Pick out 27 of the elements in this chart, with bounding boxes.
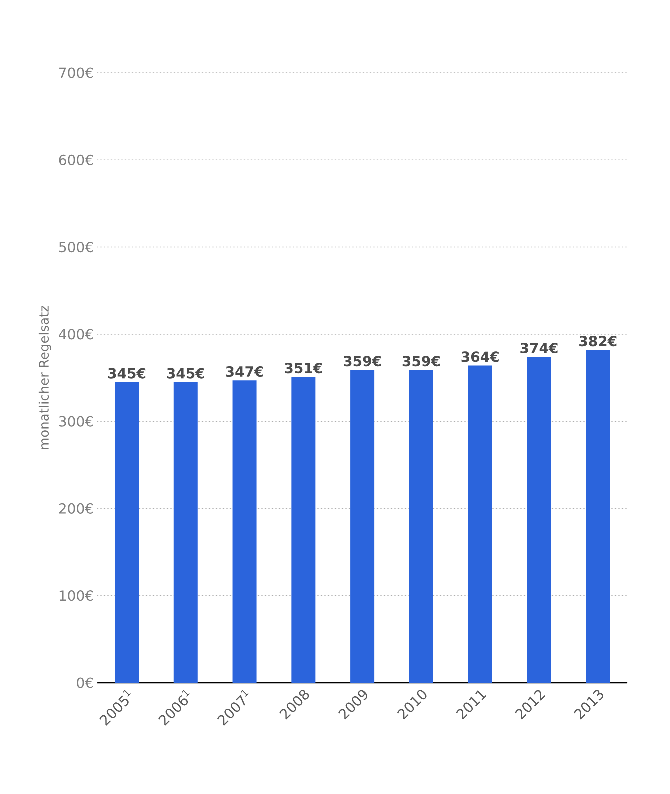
y-tick-label: 700€: [60, 68, 94, 78]
data-label: 347€: [226, 366, 264, 378]
bar: [350, 370, 375, 683]
y-tick-label: 400€: [59, 329, 94, 340]
bar: [232, 380, 257, 683]
bar: [527, 357, 552, 683]
bar: [174, 382, 198, 683]
y-tick-label: 100€: [60, 590, 94, 602]
data-label: 345€: [108, 368, 146, 379]
data-label: 382€: [580, 336, 617, 347]
y-tick-label: 500€: [59, 242, 94, 253]
bar: [586, 350, 610, 683]
bar: [115, 382, 139, 683]
data-label: 359€: [344, 356, 382, 367]
data-label: 351€: [285, 362, 322, 374]
data-label: 364€: [462, 352, 499, 362]
bar: [468, 366, 492, 683]
bar: [409, 370, 434, 683]
data-label: 374€: [520, 342, 558, 354]
y-axis-title: monatlicher Regelsatz: [38, 306, 52, 450]
y-tick-label: 300€: [59, 416, 94, 427]
bar: [292, 377, 316, 683]
y-tick-label: 0€: [77, 678, 94, 688]
data-label: 345€: [167, 368, 204, 379]
y-tick-label: 600€: [59, 154, 94, 166]
y-tick-label: 200€: [59, 503, 94, 514]
data-label: 359€: [402, 356, 440, 367]
